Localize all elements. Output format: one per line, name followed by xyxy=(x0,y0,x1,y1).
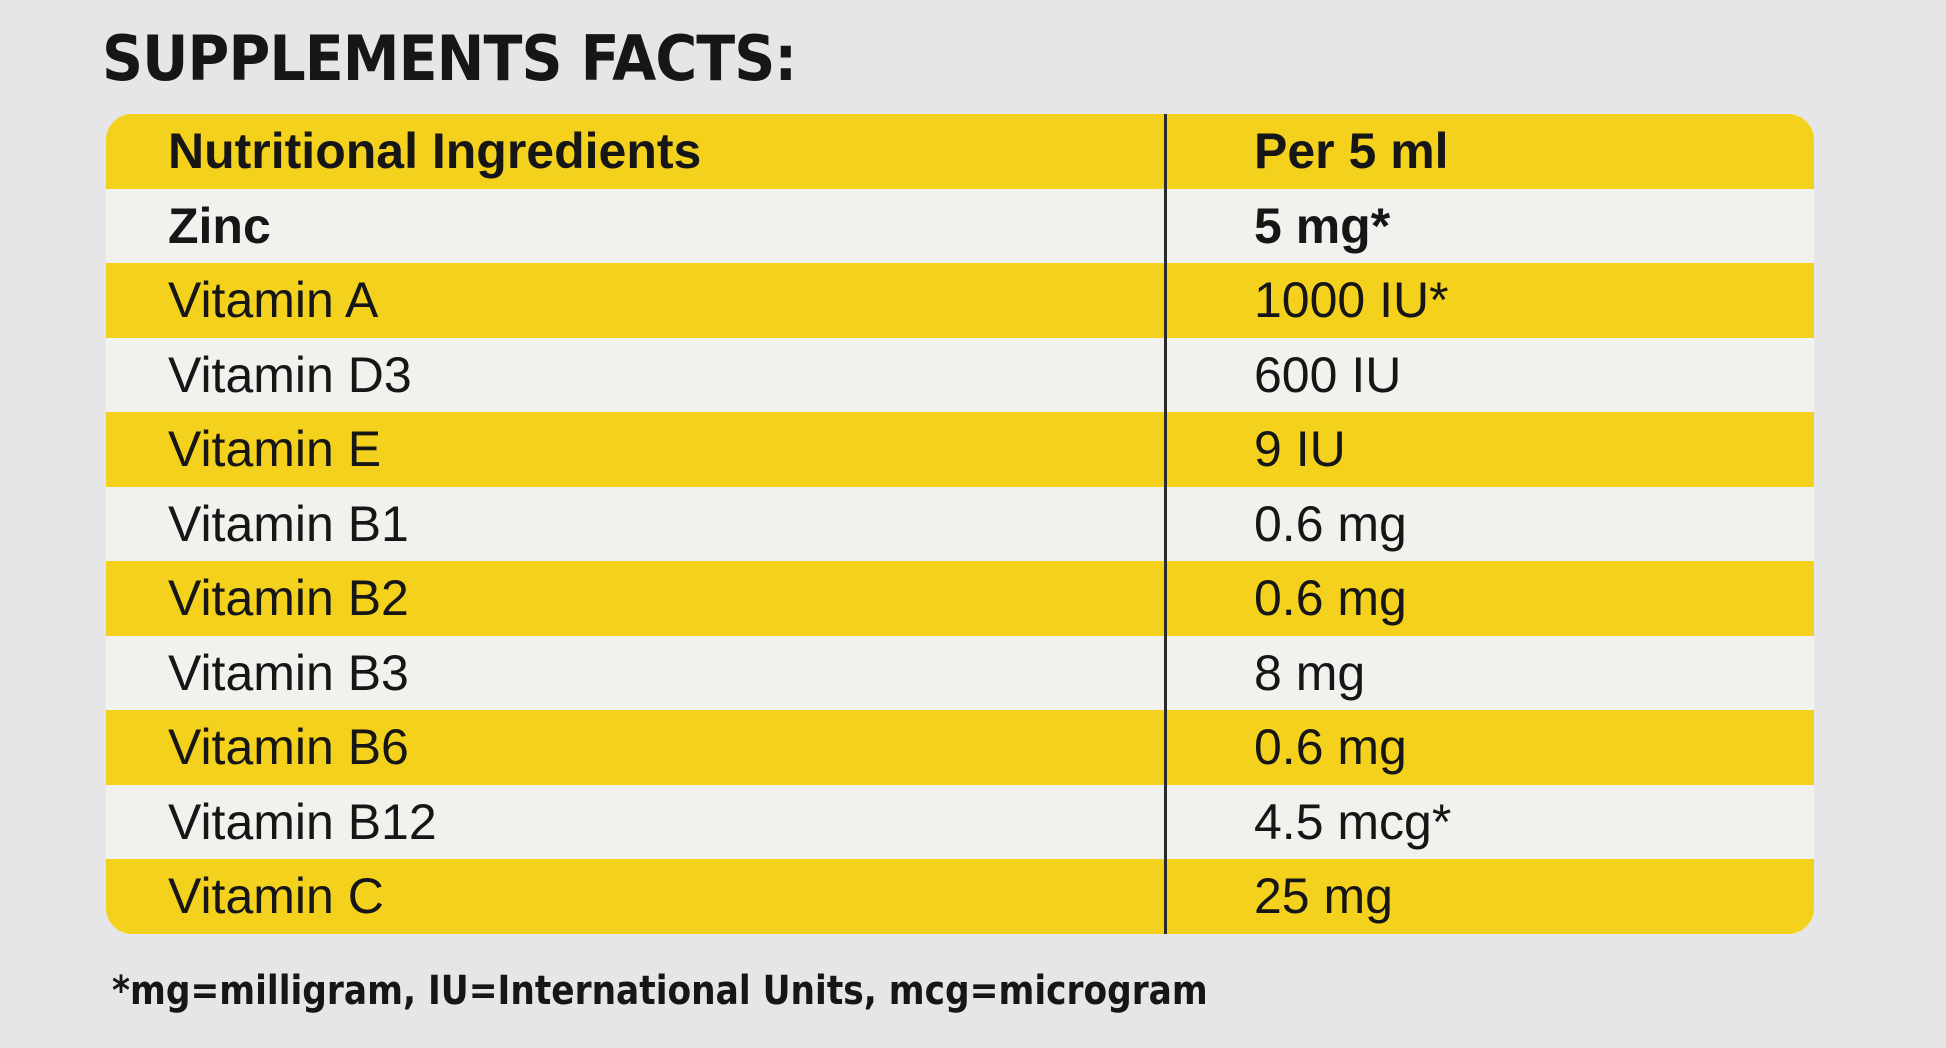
table-row: Vitamin A 1000 IU* xyxy=(106,263,1814,338)
ingredient-name: Vitamin E xyxy=(168,421,382,478)
ingredient-name: Vitamin B6 xyxy=(168,719,409,776)
table-row: Vitamin B2 0.6 mg xyxy=(106,561,1814,636)
ingredient-amount: 25 mg xyxy=(1254,868,1393,925)
ingredient-name: Vitamin C xyxy=(168,868,384,925)
table-row: Vitamin D3 600 IU xyxy=(106,337,1814,412)
table-row: Vitamin B6 0.6 mg xyxy=(106,710,1814,785)
ingredient-amount: 0.6 mg xyxy=(1254,570,1407,627)
column-divider xyxy=(1164,114,1167,934)
supplement-facts-table: Nutritional Ingredients Per 5 ml Zinc 5 m… xyxy=(106,114,1814,934)
ingredient-name: Vitamin B3 xyxy=(168,644,409,701)
ingredient-amount: 9 IU xyxy=(1254,421,1346,478)
ingredient-amount: 4.5 mcg* xyxy=(1254,793,1452,850)
table-row: Vitamin C 25 mg xyxy=(106,859,1814,934)
page-title: SUPPLEMENTS FACTS: xyxy=(102,22,797,95)
table-row: Zinc 5 mg* xyxy=(106,188,1814,263)
ingredient-amount: 1000 IU* xyxy=(1254,272,1449,329)
ingredient-name: Vitamin D3 xyxy=(168,346,412,403)
header-amount: Per 5 ml xyxy=(1254,123,1449,180)
header-ingredient: Nutritional Ingredients xyxy=(168,123,702,180)
ingredient-amount: 0.6 mg xyxy=(1254,719,1407,776)
ingredient-name: Vitamin A xyxy=(168,272,379,329)
ingredient-name: Vitamin B12 xyxy=(168,793,437,850)
ingredient-name: Vitamin B1 xyxy=(168,495,409,552)
ingredient-name: Vitamin B2 xyxy=(168,570,409,627)
table-row: Vitamin E 9 IU xyxy=(106,412,1814,487)
table-row: Vitamin B12 4.5 mcg* xyxy=(106,784,1814,859)
ingredient-amount: 600 IU xyxy=(1254,346,1402,403)
table-row: Vitamin B1 0.6 mg xyxy=(106,486,1814,561)
footnote: *mg=milligram, IU=International Units, m… xyxy=(112,968,1208,1014)
ingredient-amount: 5 mg* xyxy=(1254,197,1391,254)
ingredient-name: Zinc xyxy=(168,197,271,254)
table-row: Vitamin B3 8 mg xyxy=(106,635,1814,710)
ingredient-amount: 8 mg xyxy=(1254,644,1366,701)
ingredient-amount: 0.6 mg xyxy=(1254,495,1407,552)
table-header-row: Nutritional Ingredients Per 5 ml xyxy=(106,114,1814,189)
